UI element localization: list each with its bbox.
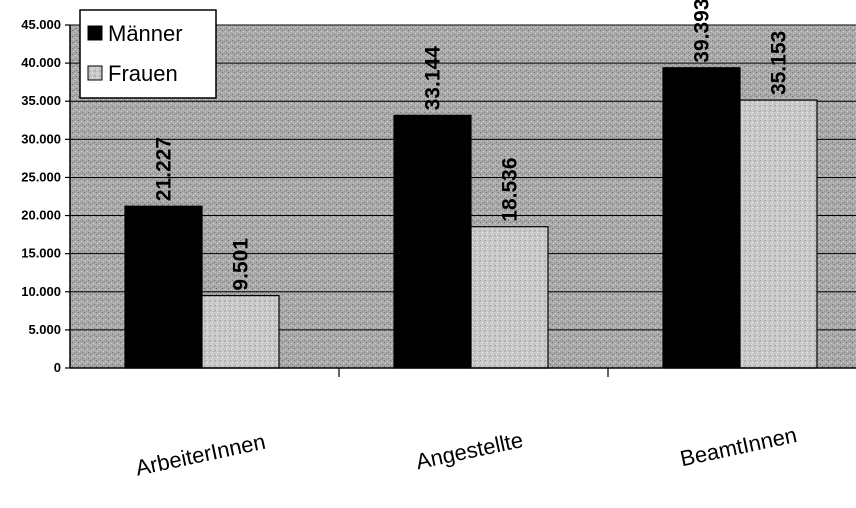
bar-maenner <box>662 67 741 369</box>
data-labels: 21.227 9.501 33.144 18.536 39.393 35.153 <box>153 0 791 291</box>
y-tick-label: 35.000 <box>21 93 61 108</box>
data-label: 33.144 <box>422 46 445 111</box>
y-tick-label: 40.000 <box>21 55 61 70</box>
bar-frauen <box>201 294 280 369</box>
category-label: BeamtInnen <box>678 422 799 471</box>
legend: Männer Frauen <box>79 9 217 99</box>
category-label: ArbeiterInnen <box>133 429 267 481</box>
bar-frauen <box>739 99 818 369</box>
y-tick-label: 10.000 <box>21 284 61 299</box>
data-label: 35.153 <box>768 31 791 95</box>
legend-box <box>79 9 217 99</box>
data-label: 9.501 <box>230 238 253 291</box>
category-labels: ArbeiterInnen Angestellte BeamtInnen <box>133 422 799 481</box>
bars <box>124 67 818 369</box>
bar-maenner <box>393 114 472 369</box>
legend-label-maenner: Männer <box>108 21 183 46</box>
y-tick-label: 25.000 <box>21 169 61 184</box>
y-tick-label: 15.000 <box>21 246 61 261</box>
y-tick-label: 45.000 <box>21 17 61 32</box>
bar-frauen <box>470 226 549 369</box>
data-label: 18.536 <box>499 157 522 221</box>
legend-swatch-maenner <box>87 25 103 41</box>
y-tick-labels: 0 5.000 10.000 15.000 20.000 25.000 30.000 35.0… <box>21 17 61 375</box>
category-label: Angestellte <box>414 427 526 474</box>
y-tick-label: 0 <box>54 360 61 375</box>
data-label: 21.227 <box>153 137 176 201</box>
legend-label-frauen: Frauen <box>108 61 178 86</box>
data-label: 39.393 <box>691 0 714 63</box>
bar-maenner <box>124 205 203 369</box>
y-tick-label: 20.000 <box>21 208 61 223</box>
axes <box>69 25 856 377</box>
y-tick-label: 5.000 <box>28 322 61 337</box>
y-tick-label: 30.000 <box>21 131 61 146</box>
legend-swatch-frauen <box>87 65 103 81</box>
